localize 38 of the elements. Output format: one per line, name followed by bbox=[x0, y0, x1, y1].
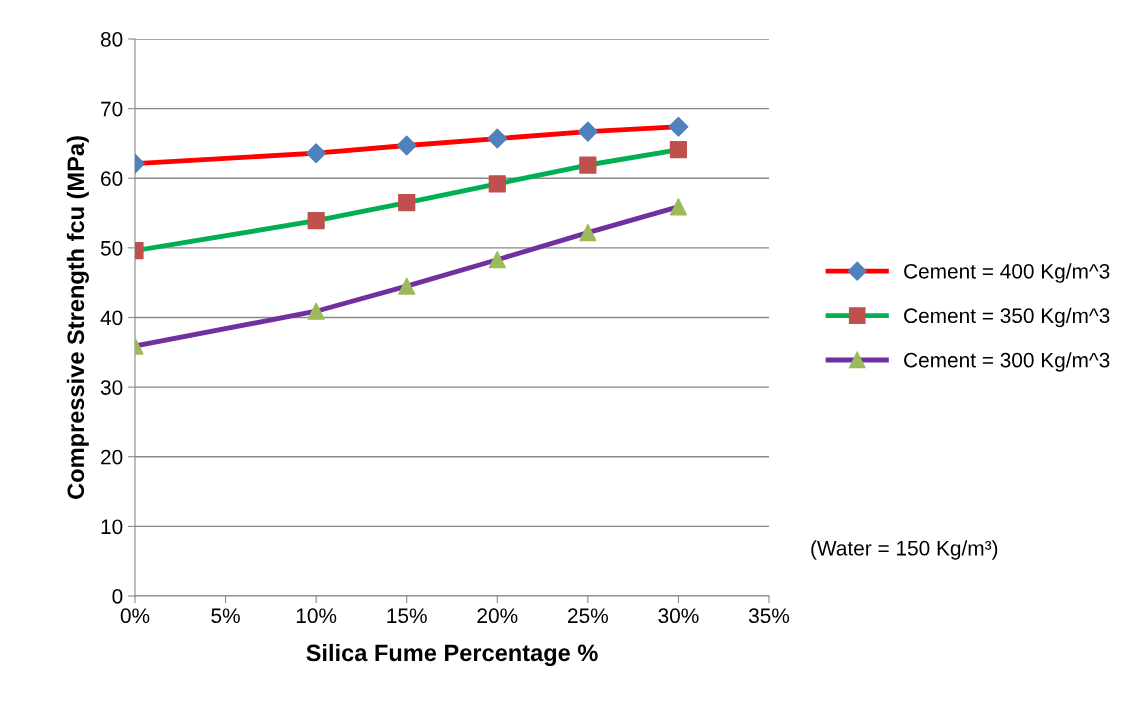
point bbox=[306, 143, 327, 164]
y-tick-label: 80 bbox=[100, 32, 123, 47]
y-tick-label: 10 bbox=[101, 519, 123, 535]
x-tick-label: 20% bbox=[477, 608, 518, 624]
legend-label: Cement = 350 Kg/m^3 bbox=[904, 307, 1110, 328]
x-tick-label: 25% bbox=[568, 608, 608, 624]
point bbox=[398, 194, 416, 212]
x-tick-label: 0% bbox=[120, 608, 150, 624]
point bbox=[488, 251, 506, 269]
x-tick-label: 35% bbox=[748, 608, 790, 624]
point bbox=[307, 302, 325, 320]
point bbox=[487, 128, 508, 149]
point bbox=[398, 277, 416, 295]
point bbox=[579, 223, 597, 242]
x-axis-title: Silica Fume Percentage % bbox=[306, 643, 598, 667]
x-tick-label: 10% bbox=[296, 608, 337, 624]
y-axis-title: Compressive Strength fcu (MPa) bbox=[66, 136, 89, 499]
point bbox=[669, 198, 688, 216]
y-tick-label: 50 bbox=[100, 240, 123, 256]
legend-label: Cement = 300 Kg/m^3 bbox=[904, 352, 1110, 372]
point bbox=[579, 156, 597, 174]
y-tick-label: 30 bbox=[100, 380, 123, 395]
y-tick-label: 0 bbox=[112, 589, 123, 604]
y-tick-label: 70 bbox=[101, 101, 123, 117]
point bbox=[577, 121, 598, 142]
x-tick-label: 30% bbox=[658, 608, 699, 624]
point bbox=[488, 175, 506, 193]
point bbox=[668, 116, 689, 137]
x-tick-label: 5% bbox=[211, 608, 240, 624]
y-tick-label: 60 bbox=[101, 171, 123, 186]
y-tick-label: 20 bbox=[101, 449, 123, 465]
point bbox=[396, 135, 417, 156]
y-tick-label: 40 bbox=[100, 310, 123, 326]
point bbox=[307, 212, 325, 230]
text: (Water = 150 Kg/m³) bbox=[811, 540, 998, 560]
point bbox=[669, 141, 688, 159]
legend-label: Cement = 400 Kg/m^3 bbox=[904, 263, 1110, 283]
x-tick-label: 15% bbox=[387, 608, 427, 624]
